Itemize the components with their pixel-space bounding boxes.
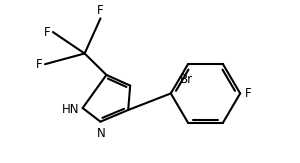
Text: F: F [44, 26, 51, 39]
Text: HN: HN [62, 104, 80, 117]
Text: F: F [97, 4, 104, 17]
Text: F: F [245, 87, 252, 100]
Text: N: N [97, 126, 106, 140]
Text: F: F [36, 58, 43, 71]
Text: Br: Br [180, 73, 193, 86]
